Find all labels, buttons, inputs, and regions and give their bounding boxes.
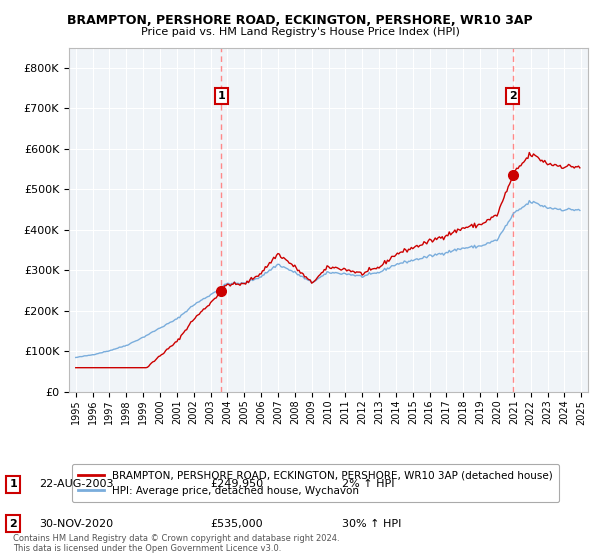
Text: £249,950: £249,950 (210, 479, 263, 489)
Legend: BRAMPTON, PERSHORE ROAD, ECKINGTON, PERSHORE, WR10 3AP (detached house), HPI: Av: BRAMPTON, PERSHORE ROAD, ECKINGTON, PERS… (71, 464, 559, 502)
Text: 1: 1 (217, 91, 225, 101)
Text: BRAMPTON, PERSHORE ROAD, ECKINGTON, PERSHORE, WR10 3AP: BRAMPTON, PERSHORE ROAD, ECKINGTON, PERS… (67, 14, 533, 27)
Text: 2% ↑ HPI: 2% ↑ HPI (342, 479, 395, 489)
Text: Price paid vs. HM Land Registry's House Price Index (HPI): Price paid vs. HM Land Registry's House … (140, 27, 460, 37)
Text: 30% ↑ HPI: 30% ↑ HPI (342, 519, 401, 529)
Text: 22-AUG-2003: 22-AUG-2003 (39, 479, 113, 489)
Text: 2: 2 (509, 91, 517, 101)
Text: Contains HM Land Registry data © Crown copyright and database right 2024.
This d: Contains HM Land Registry data © Crown c… (13, 534, 340, 553)
Text: 1: 1 (10, 479, 17, 489)
Text: £535,000: £535,000 (210, 519, 263, 529)
Text: 30-NOV-2020: 30-NOV-2020 (39, 519, 113, 529)
Text: 2: 2 (10, 519, 17, 529)
